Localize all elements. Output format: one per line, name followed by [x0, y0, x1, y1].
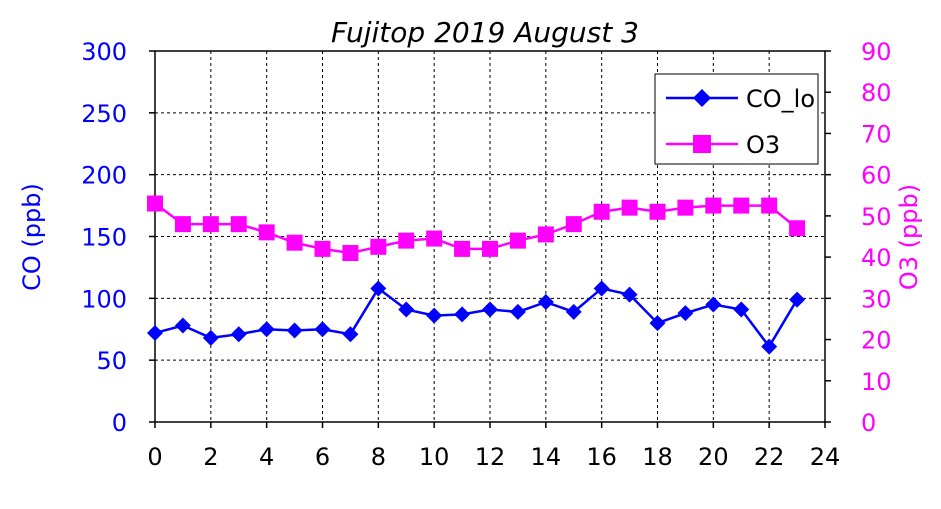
data-point-o3: [370, 238, 387, 255]
legend-label: CO_lo: [746, 85, 815, 113]
legend-marker-square: [693, 135, 711, 153]
x-tick-label: 2: [203, 443, 218, 471]
data-point-o3: [649, 203, 666, 220]
data-point-co: [789, 291, 806, 308]
data-point-co: [565, 303, 582, 320]
data-point-o3: [677, 199, 694, 216]
right-tick-label: 0: [861, 409, 876, 437]
right-axis: 0 10 20 30 40 50 60 70 80 90: [825, 38, 892, 437]
y-axis-title-right: O3 (ppb): [895, 184, 923, 290]
data-point-o3: [398, 232, 415, 249]
left-tick-label: 250: [81, 100, 127, 128]
right-tick-label: 80: [861, 79, 892, 107]
legend: CO_lo O3: [654, 73, 819, 165]
data-point-o3: [314, 240, 331, 257]
data-point-co: [147, 324, 163, 341]
data-point-co: [621, 286, 638, 303]
data-point-co: [705, 296, 722, 313]
x-tick-label: 4: [259, 443, 274, 471]
x-tick-label: 22: [754, 443, 785, 471]
data-point-co: [509, 303, 526, 320]
data-point-o3: [286, 234, 303, 251]
data-point-co: [398, 301, 415, 318]
data-point-co: [454, 306, 471, 323]
data-point-o3: [733, 197, 750, 214]
data-point-o3: [342, 244, 359, 261]
data-point-o3: [761, 197, 778, 214]
right-tick-label: 50: [861, 203, 892, 231]
x-tick-label: 24: [810, 443, 841, 471]
x-tick-label: 10: [419, 443, 450, 471]
data-point-o3: [789, 220, 806, 237]
right-tick-label: 20: [861, 327, 892, 355]
right-tick-label: 40: [861, 244, 892, 272]
data-point-o3: [174, 216, 191, 233]
legend-box: [654, 73, 819, 165]
data-point-o3: [621, 199, 638, 216]
data-point-co: [230, 326, 247, 343]
data-point-co: [370, 280, 387, 297]
data-point-o3: [426, 230, 443, 247]
x-tick-label: 20: [698, 443, 729, 471]
data-point-o3: [454, 240, 471, 257]
x-tick-label: 14: [531, 443, 562, 471]
data-point-co: [342, 326, 359, 343]
series-layer: [147, 195, 806, 355]
data-point-co: [202, 329, 219, 346]
data-point-co: [174, 317, 191, 334]
chart-title: Fujitop 2019 August 3: [331, 16, 639, 49]
data-point-o3: [230, 216, 247, 233]
data-point-co: [286, 322, 303, 339]
data-point-o3: [537, 226, 554, 243]
data-point-co: [593, 280, 610, 297]
data-point-co: [426, 307, 443, 324]
data-point-co: [761, 338, 778, 355]
x-tick-label: 6: [315, 443, 330, 471]
data-point-o3: [565, 216, 582, 233]
x-tick-label: 8: [371, 443, 386, 471]
right-tick-label: 70: [861, 120, 892, 148]
left-axis: 0 50 100 150 200 250 300: [81, 38, 155, 437]
x-tick-label: 18: [642, 443, 673, 471]
series-line-co_lo: [154, 286, 799, 349]
data-point-o3: [509, 232, 526, 249]
x-tick-label: 0: [147, 443, 162, 471]
legend-label: O3: [746, 131, 780, 159]
data-point-co: [482, 301, 498, 318]
legend-marker-diamond: [693, 89, 711, 107]
x-axis: 0 2 4 6 8 10 12 14 16 18 20 22 24: [147, 422, 840, 471]
left-tick-label: 300: [81, 38, 127, 66]
x-tick-label: 12: [475, 443, 506, 471]
left-tick-label: 50: [96, 347, 127, 375]
data-point-co: [649, 315, 666, 332]
series-line-o3: [154, 202, 798, 255]
data-point-o3: [147, 195, 163, 212]
data-point-co: [258, 321, 275, 338]
data-point-co: [733, 301, 750, 318]
data-point-o3: [258, 224, 275, 241]
right-tick-label: 10: [861, 368, 892, 396]
y-axis-title-left: CO (ppb): [18, 183, 46, 291]
data-point-o3: [482, 240, 498, 257]
right-tick-label: 90: [861, 38, 892, 66]
data-point-co: [314, 321, 331, 338]
right-tick-label: 60: [861, 162, 892, 190]
x-tick-label: 16: [586, 443, 617, 471]
data-point-o3: [202, 216, 219, 233]
data-point-co: [677, 305, 694, 322]
data-point-o3: [593, 203, 610, 220]
data-point-o3: [705, 197, 722, 214]
data-point-co: [537, 294, 554, 311]
left-tick-label: 100: [81, 285, 127, 313]
left-tick-label: 0: [112, 409, 127, 437]
left-tick-label: 200: [81, 162, 127, 190]
right-tick-label: 30: [861, 285, 892, 313]
left-tick-label: 150: [81, 224, 127, 252]
